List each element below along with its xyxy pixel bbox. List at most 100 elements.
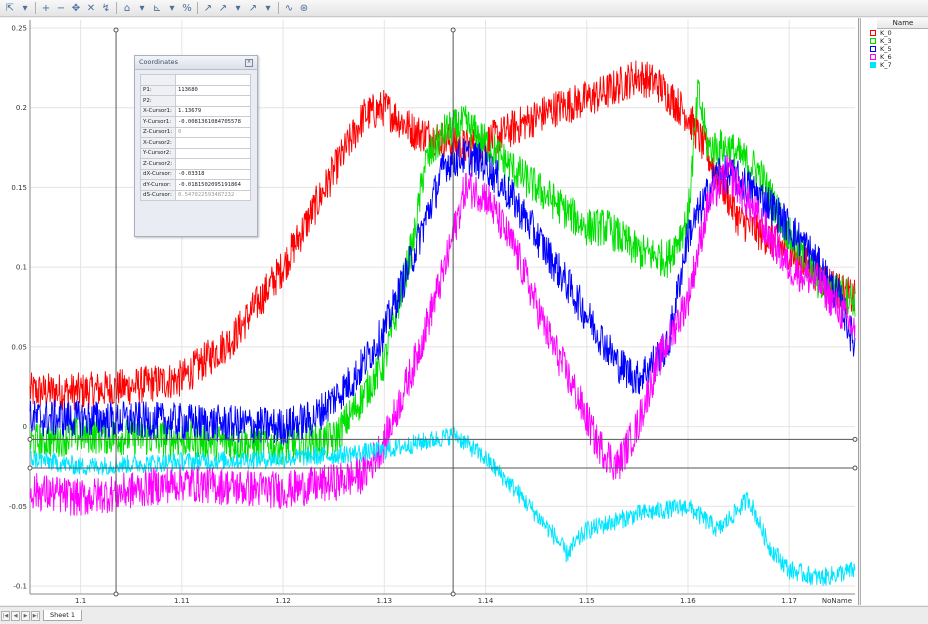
close-icon[interactable]: ×: [245, 59, 253, 67]
y-tick-label: -0.1: [13, 583, 27, 591]
coordinates-title: Coordinates: [139, 58, 179, 66]
settings-icon[interactable]: ⊛: [299, 2, 309, 14]
x-axis-label: NoName: [822, 597, 852, 605]
x-tick-label: 1.1: [75, 597, 86, 605]
coordinates-row: X-Cursor2:: [140, 137, 251, 149]
axis-icon[interactable]: ⊾: [152, 2, 162, 14]
first-sheet-button[interactable]: |◀: [1, 610, 10, 621]
cursor-handle: [852, 436, 858, 442]
series-line-k-7: [29, 426, 856, 587]
coordinate-value: 113680: [175, 84, 251, 96]
x-tick-label: 1.13: [376, 597, 392, 605]
y-tick-label: 0.1: [16, 264, 27, 272]
coordinate-value: [175, 95, 251, 107]
y-tick-label: 0: [23, 423, 27, 431]
toolbar-separator: [197, 2, 198, 14]
plot-area[interactable]: 1.1 1.11 1.12 1.13 1.14 1.15 1.16 1.17 -0.1 -0.05…: [0, 18, 859, 605]
zoom-out-icon[interactable]: −: [56, 2, 66, 14]
dropdown-icon[interactable]: ▾: [169, 2, 175, 14]
coordinate-key: X-Cursor1:: [140, 105, 176, 117]
toolbar-separator: [116, 2, 117, 14]
legend-list: K_0 K_3 K_5 K_6 K_7: [861, 29, 928, 69]
table-cell: [175, 74, 251, 86]
cursor-handle: [113, 27, 119, 33]
coordinate-value: [175, 147, 251, 159]
table-cell: [140, 74, 176, 86]
x-tick-label: 1.11: [174, 597, 190, 605]
dropdown-icon[interactable]: ▾: [22, 2, 28, 14]
legend-label: K_7: [880, 61, 892, 69]
coordinates-row: dY-Cursor: -0.0181502095191864: [140, 179, 251, 191]
coordinate-value: -0.03318: [175, 168, 251, 180]
coordinate-value: 0.547022593487232: [175, 189, 251, 201]
coordinates-row: Y-Cursor2:: [140, 147, 251, 159]
coordinates-row: P1: 113680: [140, 84, 251, 96]
legend-swatch: [870, 30, 876, 36]
legend-label: K_5: [880, 45, 892, 53]
coordinates-table: P1: 113680 P2: X-Cursor1: 1.13679 Y-Cursor1: -…: [140, 74, 251, 201]
coordinate-value: 0: [175, 126, 251, 138]
x-tick-label: 1.15: [579, 597, 595, 605]
last-sheet-button[interactable]: ▶|: [31, 610, 40, 621]
coordinate-key: P1:: [140, 84, 176, 96]
coordinate-key: dX-Cursor:: [140, 168, 176, 180]
cursor-handle: [27, 436, 33, 442]
cursor-icon[interactable]: ⇱: [5, 2, 15, 14]
coordinates-row: Z-Cursor1: 0: [140, 126, 251, 138]
y-tick-label: 0.05: [11, 343, 27, 351]
measure-icon[interactable]: ⌂: [123, 2, 131, 14]
coordinate-key: P2:: [140, 95, 176, 107]
legend-item[interactable]: K_5: [861, 45, 928, 53]
dropdown-icon[interactable]: ▾: [139, 2, 145, 14]
coordinate-key: Y-Cursor2:: [140, 147, 176, 159]
coordinate-key: Z-Cursor1:: [140, 126, 176, 138]
coordinate-value: [175, 158, 251, 170]
legend-item[interactable]: K_7: [861, 61, 928, 69]
legend-swatch: [870, 46, 876, 52]
coordinates-row: P2:: [140, 95, 251, 107]
next-sheet-button[interactable]: ▶: [21, 610, 30, 621]
trend-icon[interactable]: ∿: [284, 2, 294, 14]
scale-icon[interactable]: ↗: [203, 2, 213, 14]
percent-icon[interactable]: %: [182, 2, 192, 14]
dropdown-icon[interactable]: ▾: [235, 2, 241, 14]
legend-item[interactable]: K_6: [861, 53, 928, 61]
prev-sheet-button[interactable]: ◀: [11, 610, 20, 621]
cursor-b-icon[interactable]: ↗: [248, 2, 258, 14]
reset-zoom-icon[interactable]: ↯: [101, 2, 111, 14]
legend-swatch: [870, 62, 876, 68]
dropdown-icon[interactable]: ▾: [265, 2, 271, 14]
coordinate-key: Z-Cursor2:: [140, 158, 176, 170]
y-tick-label: 0.25: [11, 24, 27, 32]
coordinates-panel[interactable]: Coordinates × P1: 113680 P2: X-Cursor1: 1.13…: [134, 55, 258, 237]
legend-label: K_3: [880, 37, 892, 45]
cursor-handle: [27, 465, 33, 471]
series-line-k-0: [29, 60, 856, 411]
coordinate-key: Y-Cursor1:: [140, 116, 176, 128]
y-tick-label: 0.2: [16, 104, 27, 112]
legend-panel: Name K_0 K_3 K_5 K_6 K_7: [860, 18, 928, 605]
legend-item[interactable]: K_3: [861, 37, 928, 45]
legend-label: K_0: [880, 29, 892, 37]
pan-icon[interactable]: ✥: [71, 2, 81, 14]
x-tick-label: 1.16: [680, 597, 696, 605]
coordinate-key: dS-Cursor:: [140, 189, 176, 201]
sheet-tab[interactable]: Sheet 1: [43, 610, 82, 621]
legend-swatch: [870, 38, 876, 44]
legend-header[interactable]: Name: [877, 18, 928, 29]
toolbar-separator: [278, 2, 279, 14]
cursor-handle: [450, 591, 456, 597]
x-tick-label: 1.12: [275, 597, 291, 605]
legend-item[interactable]: K_0: [861, 29, 928, 37]
coordinate-value: -0.0181502095191864: [175, 179, 251, 191]
coordinate-key: X-Cursor2:: [140, 137, 176, 149]
coordinates-row: X-Cursor1: 1.13679: [140, 105, 251, 117]
chart[interactable]: 1.1 1.11 1.12 1.13 1.14 1.15 1.16 1.17 -0.1 -0.05…: [0, 18, 858, 605]
zoom-in-icon[interactable]: +: [41, 2, 51, 14]
coordinate-key: dY-Cursor:: [140, 179, 176, 191]
legend-swatch: [870, 54, 876, 60]
coordinates-title-bar[interactable]: Coordinates ×: [135, 56, 257, 70]
series-line-k-6: [29, 154, 856, 516]
delete-icon[interactable]: ✕: [86, 2, 96, 14]
cursor-a-icon[interactable]: ↗: [218, 2, 228, 14]
